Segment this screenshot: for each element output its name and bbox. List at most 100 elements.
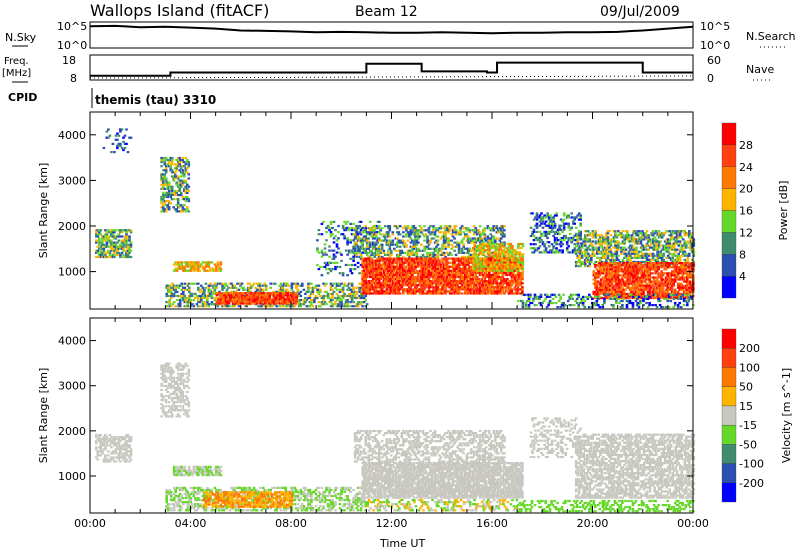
data-cell bbox=[426, 282, 429, 285]
data-cell bbox=[588, 254, 592, 257]
data-cell bbox=[279, 286, 283, 289]
data-cell bbox=[603, 238, 607, 241]
data-cell bbox=[355, 286, 358, 289]
data-cell bbox=[406, 225, 410, 228]
data-cell bbox=[293, 305, 297, 308]
data-cell bbox=[379, 290, 382, 293]
data-cell bbox=[576, 260, 579, 264]
data-cell bbox=[462, 231, 465, 234]
data-cell bbox=[102, 249, 106, 252]
data-cell bbox=[388, 245, 392, 248]
data-cell bbox=[556, 239, 560, 242]
data-cell bbox=[457, 261, 461, 264]
data-cell bbox=[415, 241, 419, 244]
data-cell bbox=[426, 265, 429, 268]
data-cell bbox=[550, 222, 554, 225]
data-cell bbox=[218, 294, 222, 297]
data-cell bbox=[128, 239, 131, 242]
data-cell bbox=[359, 233, 363, 236]
data-cell bbox=[256, 296, 259, 299]
data-cell bbox=[600, 240, 604, 243]
data-cell bbox=[469, 269, 473, 272]
data-cell bbox=[305, 299, 309, 302]
data-cell bbox=[399, 261, 402, 264]
data-cell bbox=[636, 242, 640, 245]
data-cell bbox=[491, 292, 494, 295]
data-cell bbox=[503, 263, 507, 266]
data-cell bbox=[183, 165, 186, 168]
data-cell bbox=[166, 185, 169, 188]
data-cell bbox=[632, 232, 635, 235]
data-cell bbox=[409, 290, 413, 293]
data-cell bbox=[257, 290, 260, 293]
data-cell bbox=[638, 232, 641, 235]
data-cell bbox=[517, 251, 520, 254]
data-cell bbox=[119, 229, 122, 232]
data-cell bbox=[316, 239, 319, 242]
data-cell bbox=[562, 224, 566, 227]
data-cell bbox=[451, 269, 455, 272]
data-cell bbox=[295, 292, 299, 295]
data-cell bbox=[579, 236, 582, 239]
data-cell bbox=[175, 198, 178, 201]
data-cell bbox=[445, 227, 449, 230]
data-cell bbox=[456, 292, 459, 295]
data-cell bbox=[341, 294, 345, 298]
data-cell bbox=[201, 301, 205, 304]
data-cell bbox=[436, 280, 440, 283]
data-cell bbox=[334, 255, 337, 258]
data-cell bbox=[198, 294, 202, 298]
data-cell bbox=[122, 241, 125, 244]
data-cell bbox=[421, 278, 425, 281]
data-cell bbox=[335, 305, 339, 308]
data-cell bbox=[433, 263, 437, 266]
data-cell bbox=[209, 261, 212, 264]
data-cell bbox=[373, 269, 376, 272]
data-cell bbox=[632, 246, 635, 249]
data-cell bbox=[498, 239, 502, 242]
data-cell bbox=[222, 286, 226, 289]
data-cell bbox=[439, 267, 443, 270]
data-cell bbox=[585, 248, 589, 251]
data-cell bbox=[468, 284, 471, 287]
data-cell bbox=[518, 257, 522, 260]
data-cell bbox=[215, 267, 218, 270]
data-cell bbox=[513, 288, 517, 291]
data-cell bbox=[614, 246, 617, 249]
data-cell bbox=[482, 241, 485, 244]
data-cell bbox=[99, 229, 103, 232]
data-cell bbox=[444, 292, 447, 295]
data-cell bbox=[197, 301, 200, 304]
data-cell bbox=[420, 259, 423, 262]
data-cell bbox=[439, 280, 443, 283]
data-cell bbox=[288, 302, 291, 305]
data-cell bbox=[605, 258, 608, 261]
data-cell bbox=[473, 253, 476, 256]
data-cell bbox=[520, 259, 523, 262]
data-cell bbox=[240, 282, 244, 285]
data-cell bbox=[180, 282, 183, 285]
data-cell bbox=[331, 284, 334, 287]
data-cell bbox=[166, 294, 170, 298]
data-cell bbox=[549, 249, 552, 252]
data-cell bbox=[220, 300, 223, 303]
data-cell bbox=[334, 286, 337, 289]
data-cell bbox=[469, 273, 473, 277]
data-cell bbox=[396, 245, 399, 248]
data-cell bbox=[469, 239, 473, 242]
data-cell bbox=[250, 294, 253, 297]
data-cell bbox=[559, 228, 563, 231]
data-cell bbox=[482, 292, 485, 295]
data-cell bbox=[184, 195, 188, 199]
data-cell bbox=[374, 233, 378, 236]
data-cell bbox=[617, 234, 620, 237]
data-cell bbox=[484, 259, 487, 262]
data-cell bbox=[587, 265, 590, 268]
data-cell bbox=[334, 261, 337, 264]
data-cell bbox=[288, 298, 291, 301]
data-cell bbox=[365, 247, 369, 250]
data-cell bbox=[358, 294, 361, 298]
data-cell bbox=[501, 241, 505, 244]
data-cell bbox=[178, 301, 182, 304]
data-cell bbox=[95, 241, 98, 244]
